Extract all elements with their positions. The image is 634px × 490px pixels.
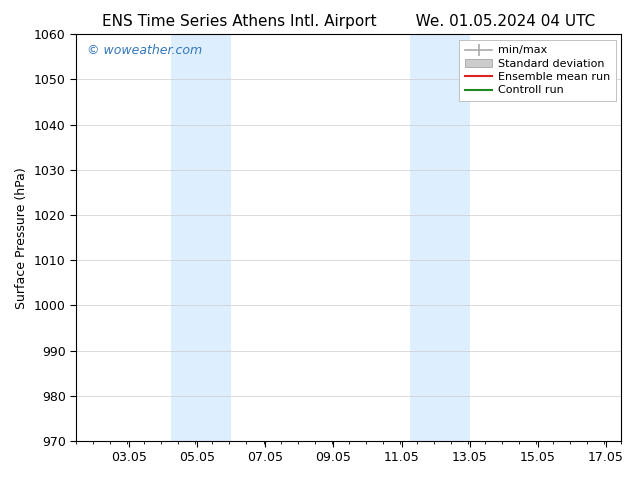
- Bar: [410, 34, 470, 441]
- Text: © woweather.com: © woweather.com: [87, 45, 202, 57]
- Y-axis label: Surface Pressure (hPa): Surface Pressure (hPa): [15, 167, 29, 309]
- Legend: min/max, Standard deviation, Ensemble mean run, Controll run: min/max, Standard deviation, Ensemble me…: [459, 40, 616, 101]
- Bar: [171, 34, 231, 441]
- Title: ENS Time Series Athens Intl. Airport        We. 01.05.2024 04 UTC: ENS Time Series Athens Intl. Airport We.…: [102, 14, 595, 29]
